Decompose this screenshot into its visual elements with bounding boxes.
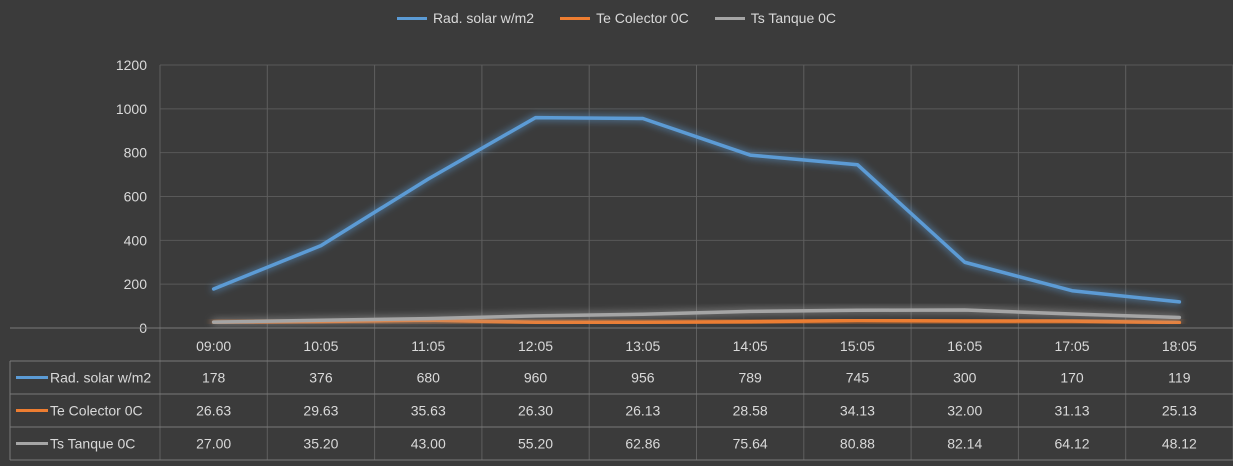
table-cell-value: 75.64 [733, 436, 768, 452]
table-cell-value: 789 [738, 370, 762, 386]
table-cell-value: 28.58 [733, 403, 768, 419]
table-cell-value: 29.63 [303, 403, 338, 419]
x-tick-label: 13:05 [625, 338, 660, 354]
table-cell-value: 82.14 [947, 436, 982, 452]
table-series-name: Rad. solar w/m2 [50, 370, 151, 386]
table-cell-value: 35.20 [303, 436, 338, 452]
table-cell-value: 62.86 [625, 436, 660, 452]
x-tick-label: 12:05 [518, 338, 553, 354]
table-cell-value: 80.88 [840, 436, 875, 452]
y-tick-label: 1200 [116, 57, 147, 73]
table-cell-value: 26.13 [625, 403, 660, 419]
table-cell-value: 55.20 [518, 436, 553, 452]
table-cell-value: 960 [524, 370, 548, 386]
table-cell-value: 956 [631, 370, 655, 386]
table-cell-value: 170 [1060, 370, 1084, 386]
table-series-name: Ts Tanque 0C [50, 436, 135, 452]
y-tick-label: 600 [124, 189, 148, 205]
y-tick-label: 1000 [116, 101, 147, 117]
x-tick-label: 17:05 [1055, 338, 1090, 354]
x-tick-label: 14:05 [733, 338, 768, 354]
table-cell-value: 34.13 [840, 403, 875, 419]
table-cell-value: 31.13 [1055, 403, 1090, 419]
table-series-name: Te Colector 0C [50, 403, 143, 419]
table-cell-value: 300 [953, 370, 977, 386]
x-tick-label: 10:05 [303, 338, 338, 354]
table-cell-value: 35.63 [411, 403, 446, 419]
y-tick-label: 800 [124, 145, 148, 161]
x-tick-label: 18:05 [1162, 338, 1197, 354]
table-cell-value: 26.30 [518, 403, 553, 419]
table-cell-value: 48.12 [1162, 436, 1197, 452]
table-cell-value: 376 [309, 370, 333, 386]
x-tick-label: 09:00 [196, 338, 231, 354]
x-tick-label: 15:05 [840, 338, 875, 354]
y-tick-label: 200 [124, 276, 148, 292]
table-cell-value: 178 [202, 370, 226, 386]
x-tick-label: 11:05 [411, 338, 445, 354]
y-tick-label: 400 [124, 232, 148, 248]
table-cell-value: 26.63 [196, 403, 231, 419]
table-cell-value: 25.13 [1162, 403, 1197, 419]
table-cell-value: 680 [417, 370, 441, 386]
table-cell-value: 64.12 [1055, 436, 1090, 452]
table-cell-value: 119 [1168, 370, 1191, 386]
table-cell-value: 27.00 [196, 436, 231, 452]
table-cell-value: 43.00 [411, 436, 446, 452]
x-tick-label: 16:05 [947, 338, 982, 354]
table-cell-value: 745 [846, 370, 870, 386]
table-cell-value: 32.00 [947, 403, 982, 419]
